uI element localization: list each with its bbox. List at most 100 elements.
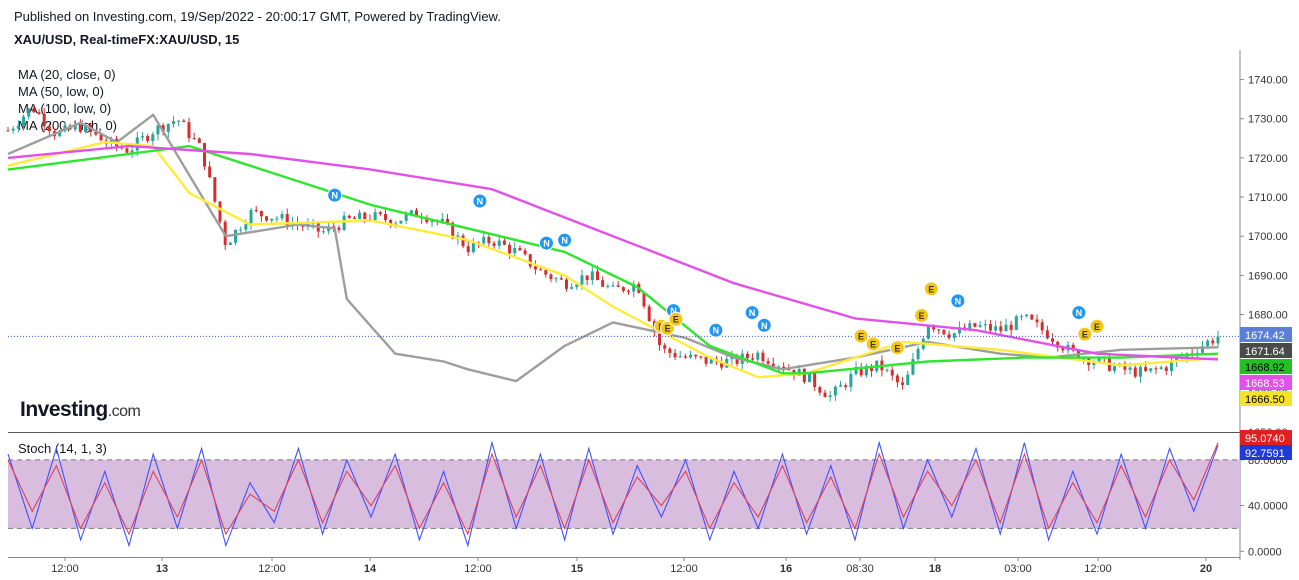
event-marker — [865, 336, 881, 352]
candle-body — [1211, 340, 1215, 344]
candle-body — [678, 356, 682, 358]
stoch-band — [8, 459, 1240, 529]
candle-body — [1097, 357, 1101, 363]
candle-body — [585, 275, 589, 281]
candle-body — [451, 222, 455, 239]
candle-body — [1123, 363, 1127, 370]
candle-body — [332, 226, 336, 228]
candle-body — [244, 224, 248, 230]
candle-body — [78, 124, 82, 132]
event-marker — [853, 328, 869, 344]
stoch-value-label: 92.7591 — [1245, 448, 1285, 460]
candle-body — [16, 125, 20, 129]
candle-body — [265, 216, 269, 221]
candle-body — [745, 353, 749, 359]
candle-body — [1149, 368, 1153, 371]
candle-body — [487, 237, 491, 244]
x-tick-label: 13 — [156, 563, 168, 575]
candle-body — [673, 352, 677, 358]
x-tick-label: 20 — [1200, 563, 1212, 575]
candle-body — [1092, 362, 1096, 366]
candle-body — [1030, 314, 1034, 320]
y-tick-label: 1690.00 — [1248, 270, 1288, 282]
legend-ma100: MA (100, low, 0) — [18, 101, 112, 116]
candle-body — [389, 220, 393, 226]
candle-body — [833, 386, 837, 396]
candle-body — [968, 323, 972, 330]
candle-body — [415, 210, 419, 218]
price-label: 1671.64 — [1245, 346, 1285, 358]
candle-body — [254, 209, 258, 212]
candle-body — [735, 355, 739, 364]
event-marker — [923, 281, 939, 297]
candle-body — [394, 223, 398, 226]
legend-ma20: MA (20, close, 0) — [18, 67, 116, 82]
candle-body — [952, 333, 956, 338]
candle-body — [689, 354, 693, 358]
candle-body — [73, 124, 77, 130]
x-tick-label: 03:00 — [1004, 563, 1032, 575]
candle-body — [58, 131, 62, 137]
candle-body — [109, 138, 113, 144]
candle-body — [988, 324, 992, 331]
candle-body — [1056, 341, 1060, 348]
price-label-box — [1240, 343, 1292, 358]
event-marker — [950, 293, 966, 309]
candle-body — [554, 278, 558, 280]
candle-body — [399, 220, 403, 224]
candle-body — [84, 124, 88, 132]
candle-body — [766, 361, 770, 364]
candle-body — [404, 213, 408, 221]
candle-body — [937, 329, 941, 331]
candle-body — [771, 363, 775, 368]
candle-body — [440, 219, 444, 222]
candle-body — [347, 215, 351, 218]
candle-body — [192, 138, 196, 140]
stoch-value-label: 95.0740 — [1245, 433, 1285, 445]
x-tick-label: 12:00 — [51, 563, 79, 575]
candle-body — [844, 385, 848, 387]
candle-body — [275, 218, 279, 220]
event-marker — [756, 317, 772, 333]
x-tick-label: 12:00 — [258, 563, 286, 575]
candle-body — [1164, 367, 1168, 372]
event-marker-label: N — [543, 239, 550, 249]
price-label: 1668.53 — [1245, 378, 1285, 390]
candle-body — [528, 254, 532, 267]
price-label: 1674.42 — [1245, 330, 1285, 342]
candle-body — [182, 120, 186, 123]
candle-body — [994, 326, 998, 331]
candle-body — [146, 136, 150, 141]
event-marker-label: E — [928, 284, 934, 294]
event-marker-label: E — [894, 343, 900, 353]
candle-body — [595, 271, 599, 281]
candle-body — [1004, 324, 1008, 332]
candle-body — [171, 121, 175, 124]
event-marker — [557, 232, 573, 248]
candle-body — [926, 325, 930, 339]
candle-body — [22, 116, 26, 126]
candle-body — [151, 134, 155, 141]
x-tick-label: 12:00 — [1084, 563, 1112, 575]
candle-body — [342, 215, 346, 230]
event-marker — [668, 311, 684, 327]
symbol-title: XAU/USD, Real-timeFX:XAU/USD, 15 — [14, 32, 240, 47]
stoch-tick-label: 40.0000 — [1248, 501, 1288, 513]
candle-body — [1071, 344, 1075, 351]
candle-body — [694, 354, 698, 357]
candle-body — [430, 220, 434, 223]
candle-body — [1138, 367, 1142, 377]
candle-body — [709, 358, 713, 364]
candle-body — [818, 387, 822, 393]
candle-body — [383, 213, 387, 221]
candle-body — [813, 373, 817, 388]
event-marker — [472, 193, 488, 209]
candle-body — [125, 148, 129, 153]
price-label-box — [1240, 327, 1292, 342]
candle-body — [906, 374, 910, 385]
candle-body — [508, 244, 512, 254]
candle-body — [37, 112, 41, 114]
ma50-line — [7, 141, 1219, 379]
candle-body — [461, 235, 465, 247]
